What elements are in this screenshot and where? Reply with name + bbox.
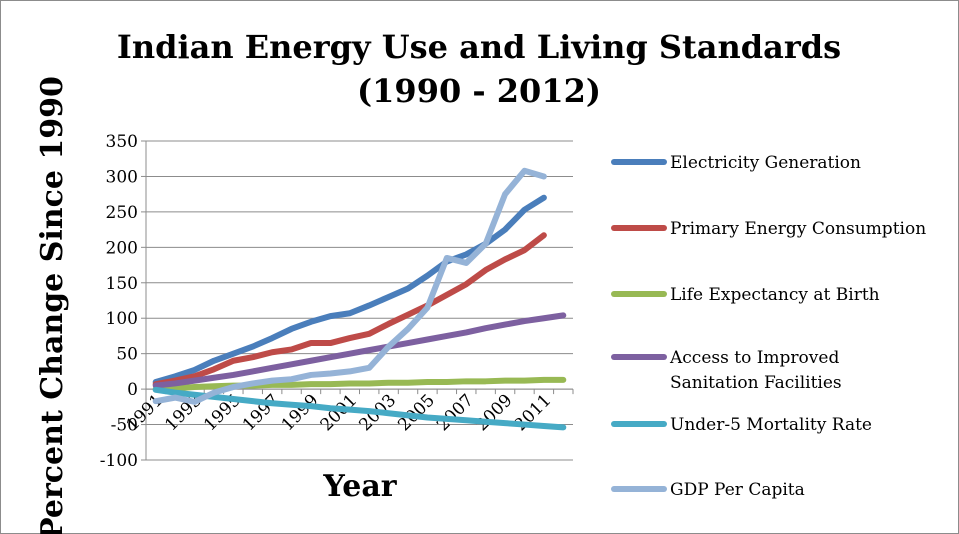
y-tick-label: 350 (106, 132, 138, 152)
series-line (152, 386, 567, 431)
chart-title-line-2: (1990 - 2012) (357, 72, 601, 110)
legend-label: Under-5 Mortality Rate (670, 415, 872, 435)
y-tick-label: 0 (127, 380, 138, 400)
y-tick-label: -100 (100, 451, 138, 471)
legend-label: GDP Per Capita (670, 480, 805, 500)
legend-label: Primary Energy Consumption (670, 219, 926, 239)
legend: Electricity Generation Primary Energy Con… (611, 153, 926, 500)
legend-label: Access to Improved (669, 348, 839, 368)
y-tick-label: 250 (106, 203, 138, 223)
legend-label: Life Expectancy at Birth (670, 285, 880, 305)
series-line (152, 232, 547, 388)
y-tick-label: 150 (106, 274, 138, 294)
chart-title-line-1: Indian Energy Use and Living Standards (117, 28, 841, 66)
x-axis-title: Year (322, 469, 397, 504)
gridlines (141, 140, 574, 461)
series-line (152, 376, 567, 393)
legend-label: Sanitation Facilities (670, 373, 842, 393)
y-axis-title: Percent Change Since 1990 (35, 76, 70, 534)
x-tick-label: 2009 (472, 391, 517, 436)
series-lines (152, 167, 567, 431)
x-axis-ticks: 1991199319951997199920012003200520072009… (123, 391, 556, 436)
y-tick-label: 50 (116, 345, 138, 365)
x-tick-label: 1999 (278, 391, 323, 436)
x-tick-label: 1997 (239, 391, 284, 436)
y-tick-label: 200 (106, 238, 138, 258)
y-tick-label: 100 (106, 309, 138, 329)
y-tick-label: -50 (111, 416, 138, 436)
y-axis-ticks: -100 -50 0 50 100 150 200 250 300 350 (100, 132, 138, 471)
y-tick-label: 300 (106, 167, 138, 187)
series-line (152, 167, 547, 405)
legend-label: Electricity Generation (670, 153, 861, 173)
series-line (152, 312, 567, 389)
x-tick-label: 2007 (433, 391, 478, 436)
